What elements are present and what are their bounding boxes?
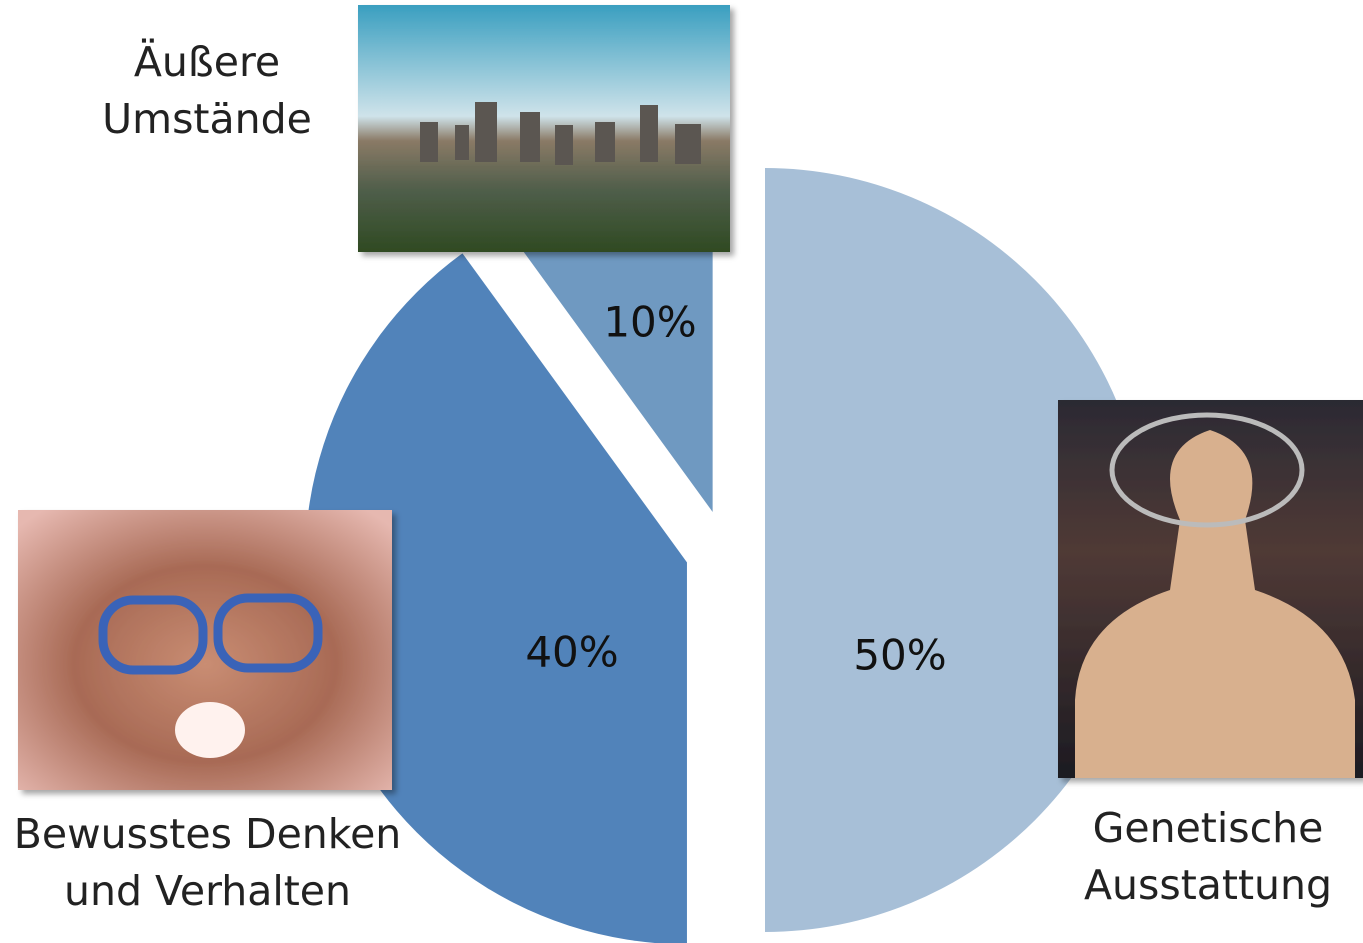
category-label: Bewusstes Denken und Verhalten <box>0 806 415 920</box>
category-label: Äußere Umstände <box>97 34 317 148</box>
category-label: Genetische Ausstattung <box>1068 800 1348 914</box>
value-label: 50% <box>853 631 946 680</box>
child-mouth <box>175 702 245 758</box>
city-photo <box>358 5 730 252</box>
value-label: 10% <box>603 298 696 347</box>
value-label: 40% <box>525 628 618 677</box>
page: 50% 40% 10% Äußere Umstände Bewusstes Denk… <box>0 0 1363 943</box>
